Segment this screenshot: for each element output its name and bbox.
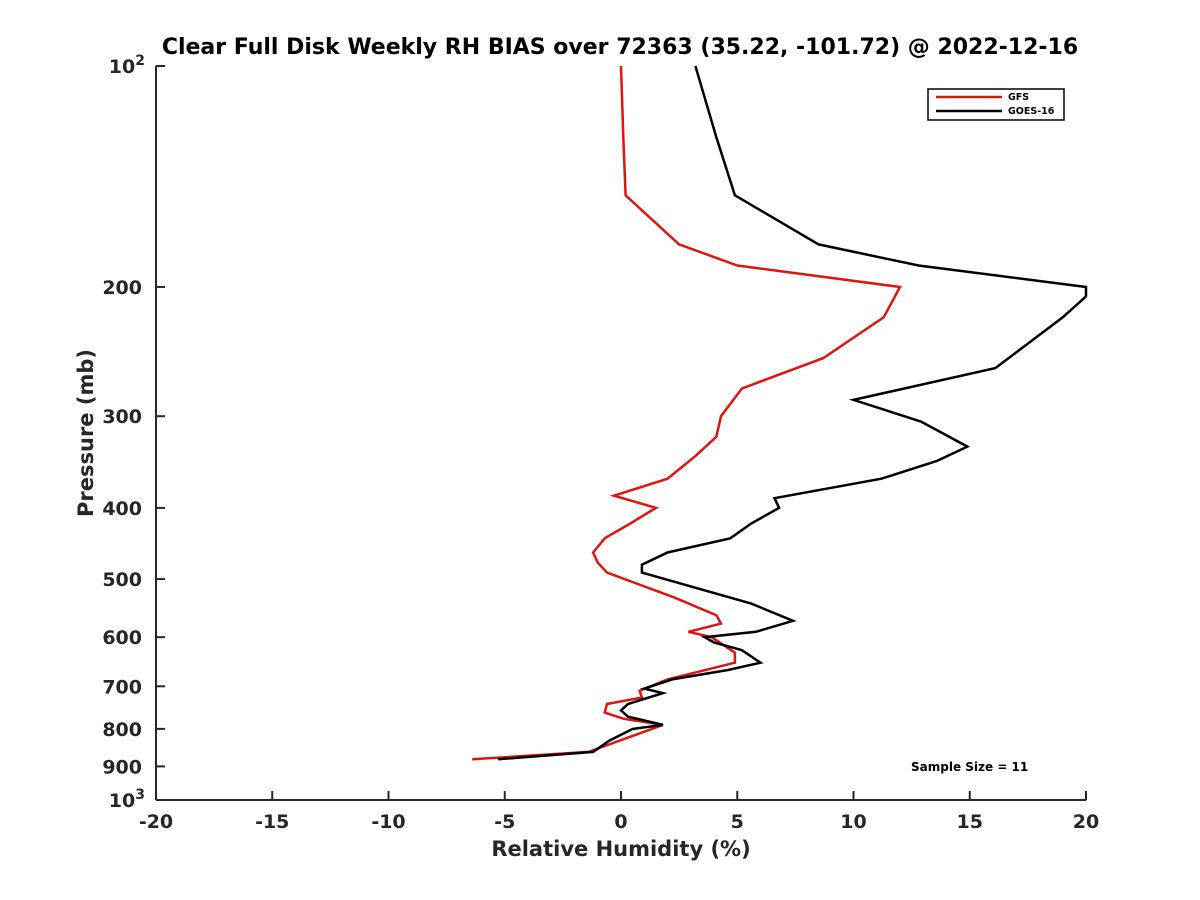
- y-tick-label: 400: [102, 498, 142, 520]
- x-tick-label: -20: [139, 811, 173, 833]
- plot-lines: [472, 65, 1088, 761]
- x-tick-label: -5: [494, 811, 515, 833]
- y-tick-label: 300: [102, 406, 142, 428]
- y-tick-label: 900: [102, 756, 142, 778]
- x-tick-label: -15: [255, 811, 289, 833]
- x-tick-label: -10: [371, 811, 405, 833]
- y-axis-label: Pressure (mb): [74, 349, 98, 517]
- x-tick-label: 0: [614, 811, 627, 833]
- y-tick-label: 103: [109, 787, 145, 812]
- sample-size-annotation: Sample Size = 11: [911, 760, 1028, 774]
- x-axis-label: Relative Humidity (%): [491, 837, 750, 861]
- series-line-gfs: [472, 65, 902, 761]
- y-tick-label: 102: [109, 53, 145, 78]
- chart-title: Clear Full Disk Weekly RH BIAS over 7236…: [162, 35, 1078, 60]
- x-tick-label: 5: [731, 811, 744, 833]
- x-tick-label: 15: [957, 811, 983, 833]
- y-tick-label: 800: [102, 719, 142, 741]
- y-tick-label: 600: [102, 627, 142, 649]
- legend-box: [927, 88, 1065, 121]
- y-axis-ticks: 102 200 300 400 500 600 700 800 900 103: [102, 53, 165, 812]
- y-tick-label: 700: [102, 676, 142, 698]
- legend-label-gfs: GFS: [1008, 92, 1029, 103]
- series-line-goes16: [497, 65, 1088, 761]
- x-axis-ticks: -20 -15 -10 -5 0 5 10 15 20: [139, 791, 1099, 833]
- y-tick-label: 200: [102, 277, 142, 299]
- x-tick-label: 20: [1073, 811, 1099, 833]
- legend-label-goes16: GOES-16: [1008, 106, 1055, 117]
- x-tick-label: 10: [840, 811, 866, 833]
- y-tick-label: 500: [102, 569, 142, 591]
- legend: GFS GOES-16: [927, 88, 1065, 121]
